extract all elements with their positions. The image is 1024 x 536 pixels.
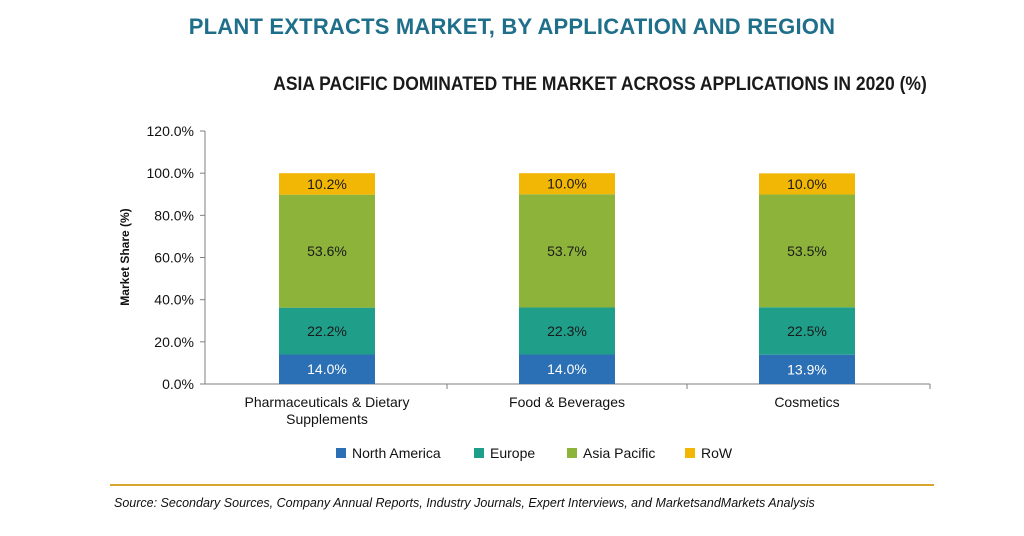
bar-segment <box>759 307 855 355</box>
legend-label: Asia Pacific <box>583 445 655 461</box>
x-tick-label: Supplements <box>286 411 368 427</box>
data-label: 10.2% <box>307 176 347 192</box>
y-tick-label: 0.0% <box>162 376 194 392</box>
bar-segment <box>759 354 855 384</box>
y-tick-label: 20.0% <box>154 334 194 350</box>
bar-segment <box>279 173 375 195</box>
data-label: 53.5% <box>787 243 827 259</box>
y-tick-label: 40.0% <box>154 292 194 308</box>
legend-swatch <box>567 448 577 458</box>
stacked-bar-chart: 0.0% 20.0% 40.0% 60.0% 80.0% 100.0% 120.0% Mark… <box>118 123 931 461</box>
bar-segment <box>279 354 375 384</box>
x-tick-label: Pharmaceuticals & Dietary <box>245 394 410 410</box>
data-label: 22.5% <box>787 323 827 339</box>
data-label: 22.2% <box>307 323 347 339</box>
x-tick-label: Cosmetics <box>774 394 839 410</box>
bar-segment <box>279 307 375 355</box>
page-title: PLANT EXTRACTS MARKET, BY APPLICATION AN… <box>188 14 836 39</box>
chart-title: ASIA PACIFIC DOMINATED THE MARKET ACROSS… <box>273 74 927 95</box>
bar-segment <box>279 194 375 308</box>
y-tick-label: 120.0% <box>147 123 194 139</box>
legend-swatch <box>685 448 695 458</box>
bar-segment <box>759 194 855 308</box>
data-label: 10.0% <box>787 176 827 192</box>
data-label: 14.0% <box>547 361 587 377</box>
y-tick-label: 100.0% <box>147 165 194 181</box>
y-tick-label: 60.0% <box>154 250 194 266</box>
data-label: 53.7% <box>547 243 587 259</box>
bar-segment <box>519 194 615 308</box>
source-divider <box>110 484 934 486</box>
bar-segment <box>519 307 615 355</box>
data-label: 13.9% <box>787 361 827 377</box>
data-label: 53.6% <box>307 243 347 259</box>
bar-segment <box>759 173 855 195</box>
data-label: 22.3% <box>547 323 587 339</box>
bar-segment <box>519 354 615 384</box>
legend-label: RoW <box>701 445 733 461</box>
y-axis-title: Market Share (%) <box>118 208 132 305</box>
data-label: 14.0% <box>307 361 347 377</box>
legend-swatch <box>474 448 484 458</box>
source-note: Source: Secondary Sources, Company Annua… <box>114 496 815 510</box>
data-label: 10.0% <box>547 176 587 192</box>
legend-label: Europe <box>490 445 535 461</box>
bar-segment <box>519 173 615 195</box>
y-tick-label: 80.0% <box>154 207 194 223</box>
legend-label: North America <box>352 445 441 461</box>
legend-swatch <box>336 448 346 458</box>
x-tick-label: Food & Beverages <box>509 394 625 410</box>
